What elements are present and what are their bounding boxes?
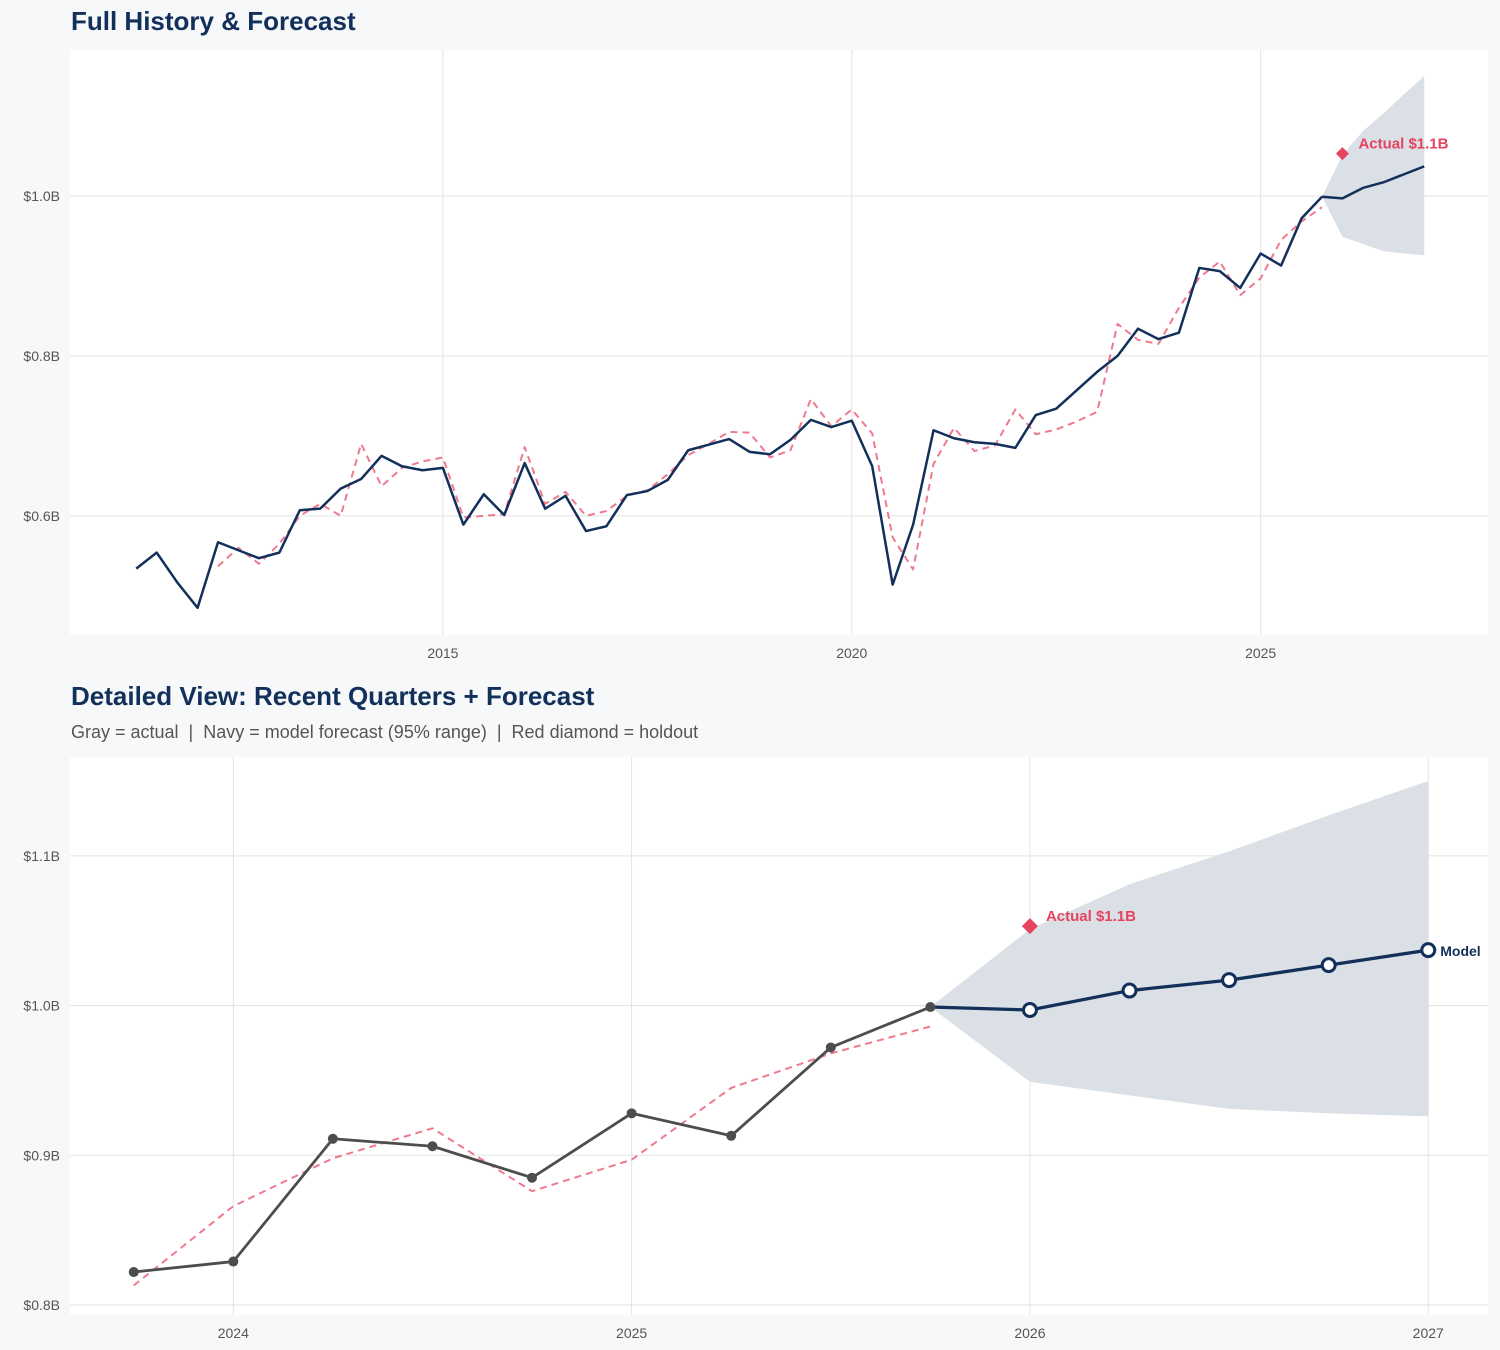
actual-point bbox=[427, 1141, 438, 1152]
forecast-95-band bbox=[1321, 75, 1425, 256]
holdout-label: Actual $1.1B bbox=[1358, 136, 1448, 153]
y-tick-label: $1.0B bbox=[23, 188, 60, 204]
actual-point bbox=[128, 1267, 139, 1278]
x-tick-label: 2025 bbox=[1245, 645, 1276, 661]
y-tick-label: $0.6B bbox=[23, 508, 60, 524]
holdout-diamond bbox=[1021, 918, 1038, 935]
forecast-95-band bbox=[930, 780, 1429, 1117]
actual-point bbox=[228, 1256, 239, 1267]
plot-area bbox=[70, 50, 1488, 635]
actual-line bbox=[135, 195, 1323, 610]
actual-point bbox=[925, 1002, 936, 1013]
forecast-point bbox=[1221, 972, 1238, 989]
x-tick-label: 2025 bbox=[616, 1325, 647, 1341]
top-chart-title: Full History & Forecast bbox=[71, 6, 356, 36]
x-tick-label: 2020 bbox=[836, 645, 867, 661]
x-tick-label: 2015 bbox=[427, 645, 458, 661]
bottom-chart-subtitle: Gray = actual | Navy = model forecast (9… bbox=[71, 722, 699, 742]
model-label: Model bbox=[1440, 943, 1480, 959]
y-tick-label: $0.9B bbox=[23, 1147, 60, 1163]
actual-point bbox=[726, 1130, 737, 1141]
forecast-point bbox=[1320, 957, 1337, 974]
actual-point bbox=[626, 1108, 637, 1119]
x-tick-label: 2026 bbox=[1014, 1325, 1045, 1341]
forecast-point bbox=[1420, 942, 1437, 959]
y-tick-label: $1.1B bbox=[23, 848, 60, 864]
bottom-chart: $0.8B $0.9B $1.0B $1.1B 2024 2025 2026 2027 Mode… bbox=[23, 757, 1488, 1341]
forecast-point bbox=[1121, 982, 1138, 999]
actual-point bbox=[327, 1133, 338, 1144]
forecast-line bbox=[1321, 165, 1425, 200]
forecast-line bbox=[930, 948, 1429, 1012]
actual-point bbox=[527, 1172, 538, 1183]
forecast-point bbox=[1021, 1002, 1038, 1019]
holdout-label: Actual $1.1B bbox=[1046, 908, 1136, 925]
y-tick-label: $1.0B bbox=[23, 998, 60, 1014]
actual-point bbox=[825, 1042, 836, 1053]
bottom-chart-title: Detailed View: Recent Quarters + Forecas… bbox=[71, 681, 595, 711]
holdout-diamond bbox=[1335, 147, 1349, 161]
y-tick-label: $0.8B bbox=[23, 1297, 60, 1313]
top-chart: $0.6B $0.8B $1.0B 2015 2020 2025 Actual $1.1B bbox=[23, 50, 1488, 661]
fitted-line bbox=[133, 1025, 931, 1287]
y-tick-label: $0.8B bbox=[23, 348, 60, 364]
x-tick-label: 2024 bbox=[218, 1325, 249, 1341]
fitted-line bbox=[217, 206, 1323, 571]
x-tick-label: 2027 bbox=[1413, 1325, 1444, 1341]
